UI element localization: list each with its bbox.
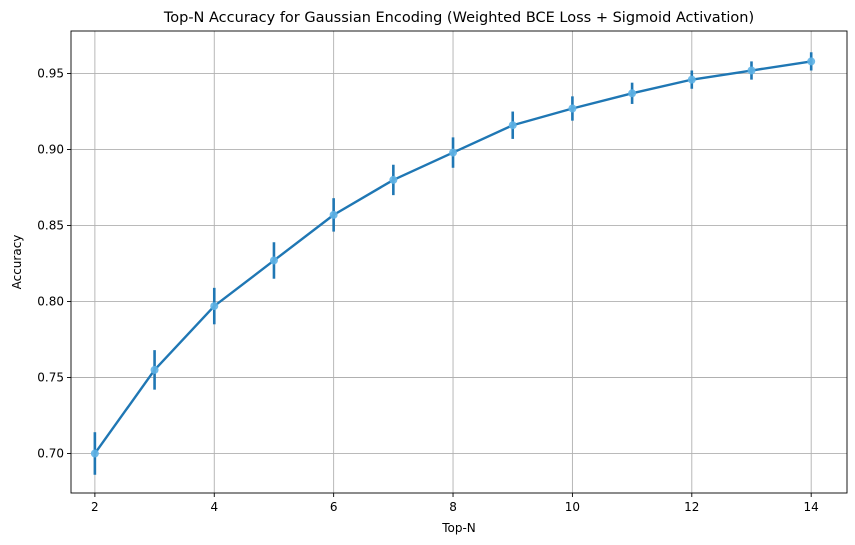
- data-point: [269, 256, 278, 265]
- data-point: [210, 302, 219, 311]
- x-tick-label: 14: [804, 500, 819, 514]
- y-tick-label: 0.75: [37, 371, 64, 385]
- y-tick-label: 0.90: [37, 143, 64, 157]
- x-tick-label: 12: [684, 500, 699, 514]
- data-point: [628, 89, 637, 98]
- data-point: [687, 75, 696, 84]
- y-tick-label: 0.95: [37, 67, 64, 81]
- y-tick-label: 0.70: [37, 446, 64, 460]
- data-point: [508, 121, 517, 130]
- plot-frame: [70, 30, 848, 494]
- x-axis-label: Top-N: [441, 521, 476, 535]
- x-tick-label: 10: [565, 500, 580, 514]
- data-series: [90, 52, 816, 475]
- data-point: [568, 104, 577, 113]
- y-tick-label: 0.85: [37, 219, 64, 233]
- data-point: [807, 57, 816, 66]
- data-point: [150, 365, 159, 374]
- x-tick-label: 6: [330, 500, 338, 514]
- data-point: [389, 175, 398, 184]
- x-tick-label: 8: [449, 500, 457, 514]
- data-point: [90, 449, 99, 458]
- data-point: [329, 210, 338, 219]
- grid: [71, 31, 847, 493]
- x-tick-label: 2: [91, 500, 99, 514]
- data-point: [449, 148, 458, 157]
- y-tick-label: 0.80: [37, 295, 64, 309]
- data-point: [747, 66, 756, 75]
- y-axis-label: Accuracy: [10, 235, 24, 290]
- x-tick-label: 4: [210, 500, 218, 514]
- chart-title: Top-N Accuracy for Gaussian Encoding (We…: [163, 10, 754, 26]
- axis-ticks: 2 4 6 8 10 12 14 0.70 0.75 0.80 0.85 0.90 0.95: [37, 67, 819, 514]
